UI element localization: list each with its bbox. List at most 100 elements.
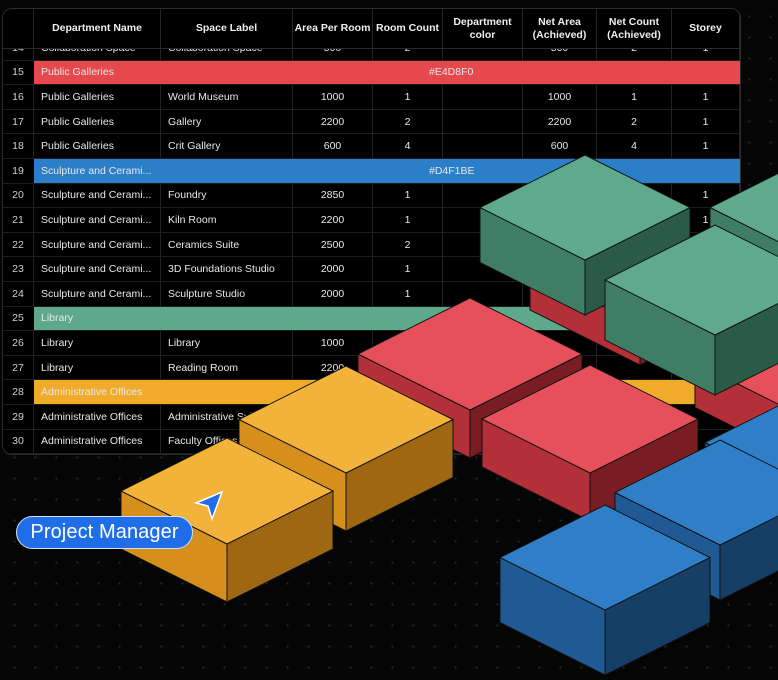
cell-area[interactable]: 2500 [293,232,373,257]
cell-area[interactable]: 2850 [293,183,373,208]
cell-area[interactable] [293,404,373,429]
cell-net-area[interactable] [523,257,597,281]
cell-storey[interactable]: 1 [672,109,740,134]
cell-net-area[interactable] [523,281,597,306]
cell-color[interactable] [443,331,523,355]
group-row[interactable]: 19 Sculpture and Cerami... #D4F1BE [3,158,740,184]
cell-area[interactable]: 2000 [293,281,373,306]
cell-color[interactable] [443,355,523,380]
cell-space[interactable]: Faculty Offices [161,429,293,454]
cell-space[interactable]: Administrative Sui... [161,404,293,429]
cell-dept[interactable]: Sculpture and Cerami... [34,183,161,208]
header-net-area[interactable]: Net Area (Achieved) [523,9,597,48]
cell-count[interactable]: 2 [373,232,443,257]
cell-area[interactable]: 1000 [293,331,373,355]
header-department-color[interactable]: Department color [443,9,523,48]
cell-count[interactable]: 2 [373,109,443,134]
cell-area[interactable]: 2200 [293,208,373,232]
cell-space[interactable]: World Museum [161,85,293,109]
cell-space[interactable]: Crit Gallery [161,134,293,158]
cell-area[interactable]: 2200 [293,109,373,134]
cell-color[interactable] [443,183,523,208]
header-index[interactable] [3,9,34,48]
table-row[interactable]: 16 Public Galleries World Museum 1000 1 1000 1… [3,85,740,110]
cell-color[interactable] [443,208,523,232]
cell-dept[interactable]: Sculpture and Cerami... [34,257,161,281]
cell-count[interactable] [373,355,443,380]
table-row[interactable]: 27 Library Reading Room 2200 [3,355,740,381]
cell-net-count[interactable] [597,404,672,429]
cell-color[interactable] [443,109,523,134]
cell-area[interactable]: 2000 [293,257,373,281]
group-color-hex[interactable] [422,307,738,331]
cell-area[interactable]: 1000 [293,85,373,109]
cell-storey[interactable]: 1 [672,183,740,208]
cell-color[interactable] [443,281,523,306]
cell-net-count[interactable]: 2 [597,109,672,134]
cell-dept[interactable]: Library [34,331,161,355]
group-color-hex[interactable] [422,380,738,404]
header-room-count[interactable]: Room Count [373,9,443,48]
table-row[interactable]: 29 Administrative Offices Administrative S… [3,404,740,430]
cell-dept[interactable]: Administrative Offices [34,404,161,429]
table-row[interactable]: 20 Sculpture and Cerami... Foundry 2850 1 1 [3,183,740,209]
cell-net-count[interactable] [597,355,672,380]
cell-net-count[interactable] [597,429,672,454]
cell-net-area[interactable]: 2200 [523,109,597,134]
cell-count[interactable]: 1 [373,85,443,109]
cell-net-count[interactable]: 1 [597,85,672,109]
cell-net-count[interactable]: 4 [597,134,672,158]
cell-net-area[interactable] [523,331,597,355]
cell-storey[interactable] [672,331,740,355]
cell-color[interactable] [443,257,523,281]
cell-area[interactable]: 2200 [293,355,373,380]
cell-count[interactable] [373,404,443,429]
cell-count[interactable] [373,331,443,355]
cell-net-area[interactable]: 600 [523,134,597,158]
cell-space[interactable]: Gallery [161,109,293,134]
group-name[interactable]: Sculpture and Cerami... [41,164,152,177]
cell-area[interactable] [293,429,373,454]
cell-net-area[interactable] [523,232,597,257]
cell-count[interactable]: 1 [373,183,443,208]
cell-space[interactable]: Kiln Room [161,208,293,232]
cell-storey[interactable] [672,355,740,380]
cell-dept[interactable]: Sculpture and Cerami... [34,232,161,257]
cell-color[interactable] [443,134,523,158]
cell-storey[interactable]: 1 [672,85,740,109]
table-row[interactable]: 26 Library Library 1000 [3,331,740,356]
cell-storey[interactable] [672,429,740,454]
cell-area[interactable]: 600 [293,134,373,158]
cell-net-area[interactable] [523,208,597,232]
cell-net-count[interactable] [597,232,672,257]
cell-net-count[interactable] [597,281,672,306]
cell-count[interactable] [373,429,443,454]
group-row[interactable]: 28 Administrative Offices [3,380,740,405]
cell-dept[interactable]: Sculpture and Cerami... [34,208,161,232]
cell-space[interactable]: Foundry [161,183,293,208]
cell-net-area[interactable] [523,404,597,429]
cell-net-count[interactable] [597,331,672,355]
table-row[interactable]: 23 Sculpture and Cerami... 3D Foundations … [3,257,740,282]
cell-count[interactable]: 1 [373,208,443,232]
header-area-per-room[interactable]: Area Per Room [293,9,373,48]
cell-color[interactable] [443,232,523,257]
table-row[interactable]: 24 Sculpture and Cerami... Sculpture Studi… [3,281,740,307]
group-name[interactable]: Administrative Offices [41,386,143,399]
cell-storey[interactable] [672,232,740,257]
cell-storey[interactable]: 1 [672,208,740,232]
cell-storey[interactable] [672,257,740,281]
cell-space[interactable]: Ceramics Suite [161,232,293,257]
cell-net-area[interactable] [523,429,597,454]
table-row[interactable]: 30 Administrative Offices Faculty Offices [3,429,740,454]
cell-dept[interactable]: Public Galleries [34,109,161,134]
cell-dept[interactable]: Public Galleries [34,134,161,158]
cell-dept[interactable]: Sculpture and Cerami... [34,281,161,306]
cell-net-area[interactable] [523,183,597,208]
table-row[interactable]: 21 Sculpture and Cerami... Kiln Room 2200 1 1 [3,208,740,233]
cell-count[interactable]: 4 [373,134,443,158]
cell-count[interactable]: 1 [373,257,443,281]
cell-dept[interactable]: Public Galleries [34,85,161,109]
cell-net-area[interactable]: 1000 [523,85,597,109]
cell-dept[interactable]: Administrative Offices [34,429,161,454]
